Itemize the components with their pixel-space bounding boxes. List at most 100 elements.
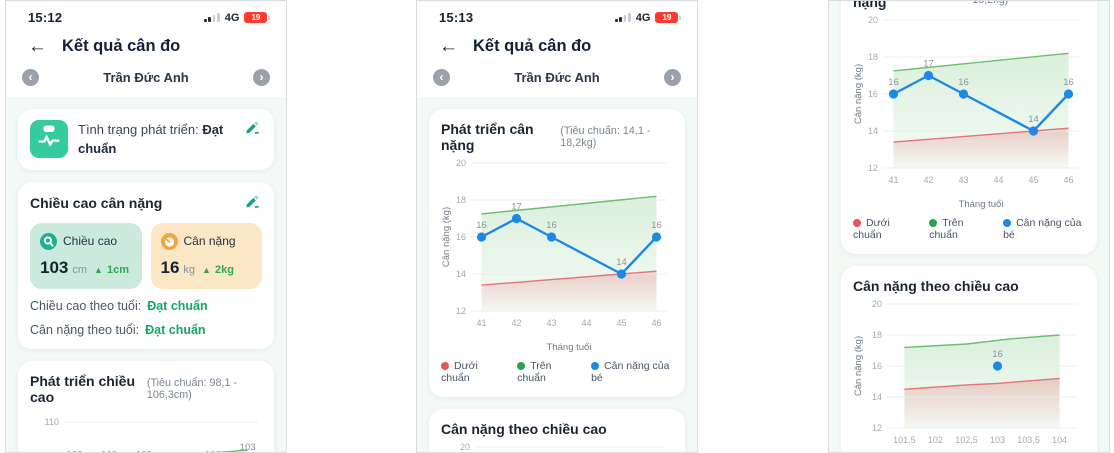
- next-child-button[interactable]: ›: [664, 69, 681, 86]
- status-bar: 15:12 4G 19: [6, 1, 286, 27]
- scroll-area[interactable]: Phát triển cân nặng (Tiêu chuẩn: 14,1 - …: [829, 0, 1109, 452]
- edit-growth-status-button[interactable]: [244, 120, 262, 138]
- svg-text:45: 45: [1028, 175, 1038, 185]
- svg-text:16: 16: [888, 77, 899, 88]
- height-chart-card: Phát triển chiều cao (Tiêu chuẩn: 98,1 -…: [18, 360, 274, 453]
- height-delta: 1cm: [106, 263, 129, 276]
- weight-chart-card: Phát triển cân nặng (Tiêu chuẩn: 14,1 - …: [841, 0, 1097, 254]
- chart-legend: Dưới chuẩn Trên chuẩn Cân nặng của bé: [441, 353, 673, 385]
- weight-delta: 2kg: [214, 263, 234, 276]
- weight-unit: kg: [183, 263, 196, 276]
- chart-title: Phát triển cân nặng: [441, 121, 534, 153]
- child-name: Trần Đức Anh: [103, 70, 189, 85]
- legend-item-above: Trên chuẩn: [517, 360, 552, 384]
- svg-text:16: 16: [476, 220, 487, 231]
- svg-text:110: 110: [45, 417, 59, 427]
- growth-status-text: Tình trạng phát triển: Đạt chuẩn: [78, 122, 224, 156]
- growth-status-card: Tình trạng phát triển: Đạt chuẩn: [18, 109, 274, 170]
- svg-text:14: 14: [1028, 114, 1039, 125]
- legend-item-child: Cân nặng của bé: [1003, 217, 1082, 241]
- svg-text:Tháng tuổi: Tháng tuổi: [959, 199, 1004, 210]
- svg-text:41: 41: [476, 318, 486, 328]
- weight-by-age-chart: 20 18 16 14 12 41 42 43 44 45 46 16 17 16 14 16 Tháng tu…: [853, 15, 1079, 210]
- child-switcher: ‹ Trần Đức Anh ›: [417, 60, 697, 97]
- svg-text:46: 46: [1063, 175, 1073, 185]
- svg-text:14: 14: [872, 392, 882, 402]
- svg-text:Cân nặng (kg): Cân nặng (kg): [853, 336, 864, 396]
- chart-standard-range: (Tiêu chuẩn: 14,1 - 18,2kg): [972, 0, 1009, 6]
- svg-text:103: 103: [990, 435, 1005, 445]
- svg-text:46: 46: [651, 318, 661, 328]
- battery-icon: 19: [244, 11, 270, 24]
- legend-dot-green: [929, 219, 938, 227]
- phone-screen-1: 15:12 4G 19 ← Kết quả cân đo ‹ Trần Đức …: [5, 0, 287, 453]
- weight-gauge-icon: [160, 232, 178, 250]
- scroll-area[interactable]: Tình trạng phát triển: Đạt chuẩn Chiều c…: [6, 97, 286, 453]
- signal-icon: [615, 13, 631, 22]
- svg-text:101,5: 101,5: [893, 435, 916, 445]
- chart-title: Cân nặng theo chiều cao: [853, 278, 1019, 294]
- svg-text:44: 44: [581, 318, 591, 328]
- battery-percent: 19: [662, 12, 672, 22]
- child-switcher: ‹ Trần Đức Anh ›: [6, 60, 286, 97]
- svg-text:16: 16: [651, 220, 662, 231]
- prev-child-button[interactable]: ‹: [433, 69, 450, 86]
- svg-text:14: 14: [616, 257, 627, 268]
- weight-by-height-chart: 2018161412101,5102102,5103103,510416Cân …: [460, 442, 665, 452]
- svg-text:18: 18: [868, 52, 878, 62]
- battery-icon: 19: [655, 11, 681, 24]
- weight-value: 16: [160, 257, 180, 277]
- svg-text:102: 102: [136, 449, 152, 453]
- svg-text:16: 16: [456, 232, 466, 242]
- trend-up-icon: ▲: [94, 264, 103, 275]
- svg-text:17: 17: [511, 202, 522, 213]
- svg-text:16: 16: [958, 77, 969, 88]
- legend-dot-green: [517, 362, 526, 370]
- svg-text:41: 41: [888, 175, 898, 185]
- svg-text:45: 45: [616, 318, 626, 328]
- back-button[interactable]: ←: [439, 36, 458, 57]
- svg-text:18: 18: [456, 195, 466, 205]
- back-button[interactable]: ←: [28, 36, 47, 57]
- height-by-age-row: Chiều cao theo tuổi: Đạt chuẩn: [30, 298, 208, 313]
- svg-text:103,5: 103,5: [1017, 435, 1040, 445]
- svg-text:Tháng tuổi: Tháng tuổi: [547, 342, 592, 353]
- svg-text:20: 20: [868, 15, 878, 25]
- weight-label: Cân nặng: [183, 234, 236, 249]
- phone-screen-2: 15:13 4G 19 ← Kết quả cân đo ‹ Trần Đức …: [416, 0, 698, 453]
- legend-item-below: Dưới chuẩn: [441, 360, 478, 384]
- svg-text:14: 14: [456, 269, 466, 279]
- svg-text:Cân nặng (kg): Cân nặng (kg): [853, 64, 864, 124]
- legend-dot-blue: [591, 362, 600, 370]
- svg-text:102: 102: [205, 449, 221, 453]
- legend-dot-red: [853, 219, 861, 227]
- svg-text:42: 42: [511, 318, 521, 328]
- prev-child-button[interactable]: ‹: [22, 69, 39, 86]
- svg-text:43: 43: [958, 175, 968, 185]
- height-value: 103: [40, 257, 69, 277]
- network-label: 4G: [635, 11, 651, 24]
- scroll-area[interactable]: Phát triển cân nặng (Tiêu chuẩn: 14,1 - …: [417, 97, 697, 452]
- clock: 15:12: [28, 10, 63, 25]
- svg-text:44: 44: [993, 175, 1003, 185]
- height-label: Chiều cao: [63, 234, 118, 249]
- next-child-button[interactable]: ›: [253, 69, 270, 86]
- svg-text:104: 104: [1052, 435, 1067, 445]
- legend-dot-blue: [1003, 219, 1012, 227]
- signal-icon: [204, 13, 220, 22]
- metrics-card: Chiều cao cân nặng: [18, 181, 274, 349]
- svg-text:102: 102: [101, 449, 117, 453]
- network-label: 4G: [224, 11, 240, 24]
- svg-text:16: 16: [1063, 77, 1074, 88]
- height-by-age-status: Đạt chuẩn: [147, 298, 208, 313]
- height-by-age-chart: 110105102102102102103: [45, 417, 258, 453]
- chart-title: Phát triển chiều cao: [30, 372, 136, 405]
- svg-text:12: 12: [868, 163, 878, 173]
- edit-metrics-button[interactable]: [244, 194, 262, 212]
- child-name: Trần Đức Anh: [514, 70, 600, 85]
- height-stat-card: Chiều cao 103 cm ▲ 1cm: [30, 222, 142, 289]
- svg-text:16: 16: [872, 361, 882, 371]
- svg-text:17: 17: [923, 59, 934, 70]
- svg-text:20: 20: [456, 158, 466, 168]
- page-title: Kết quả cân đo: [473, 37, 592, 55]
